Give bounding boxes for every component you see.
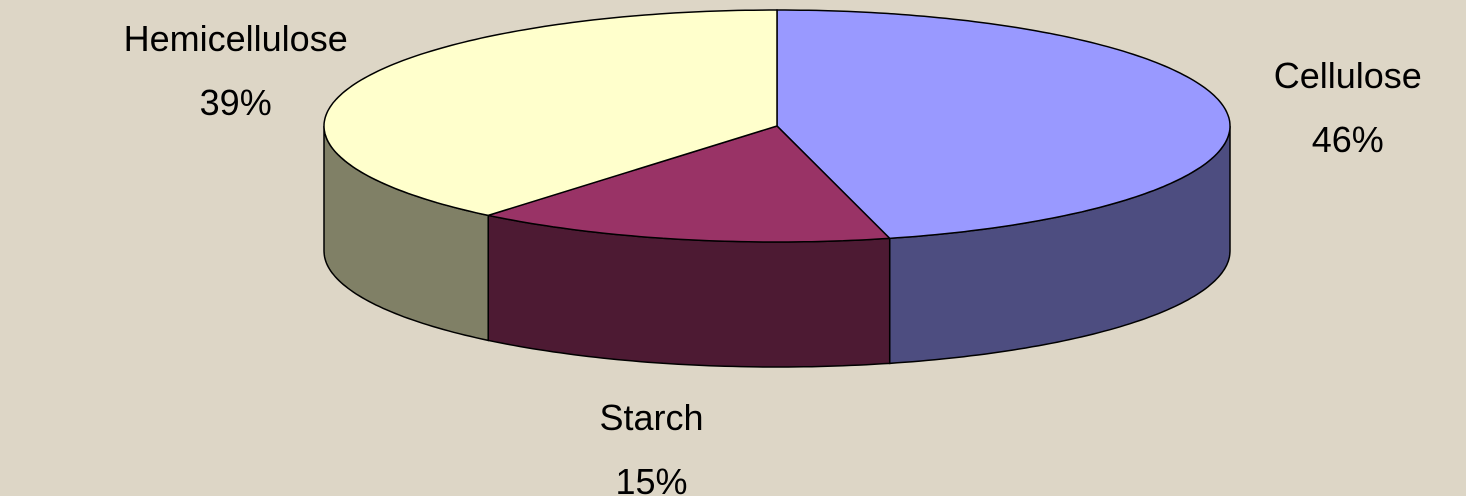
slice (485, 125, 892, 243)
data-label: Cellulose 46% (1274, 55, 1422, 160)
label-value: 39% (200, 82, 272, 123)
label-name: Cellulose (1274, 55, 1422, 96)
label-name: Hemicellulose (124, 18, 348, 59)
label-value: 15% (615, 461, 687, 496)
data-label: Starch 15% (599, 397, 703, 496)
slice (776, 9, 1231, 240)
label-value: 46% (1312, 119, 1384, 160)
label-name: Starch (599, 397, 703, 438)
data-label: Hemicellulose 39% (124, 18, 348, 123)
slice (323, 9, 778, 217)
